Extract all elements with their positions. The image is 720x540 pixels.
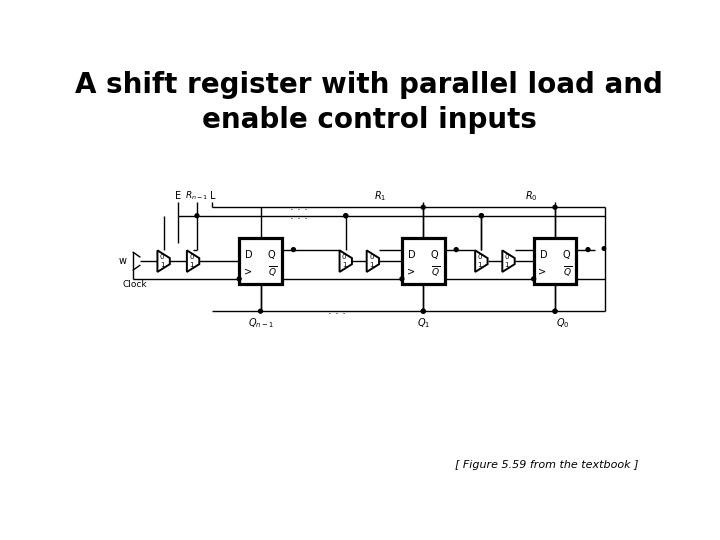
Circle shape: [238, 277, 241, 281]
Text: . . .: . . .: [290, 211, 308, 221]
Polygon shape: [187, 251, 199, 272]
Circle shape: [292, 248, 295, 252]
Circle shape: [480, 214, 483, 218]
Text: $Q_1$: $Q_1$: [417, 316, 430, 330]
Circle shape: [195, 214, 199, 218]
Text: L: L: [210, 191, 215, 201]
Text: D: D: [246, 250, 253, 260]
Text: Q: Q: [431, 250, 438, 260]
Circle shape: [258, 309, 262, 313]
Text: $R_0$: $R_0$: [526, 189, 538, 202]
Circle shape: [344, 214, 348, 218]
Text: A shift register with parallel load and
enable control inputs: A shift register with parallel load and …: [75, 71, 663, 133]
Text: E: E: [174, 191, 181, 201]
Circle shape: [454, 248, 458, 252]
Text: Q: Q: [562, 250, 570, 260]
Circle shape: [553, 205, 557, 209]
Text: 0: 0: [342, 254, 346, 260]
Polygon shape: [475, 251, 487, 272]
Text: 0: 0: [369, 254, 374, 260]
Text: Clock: Clock: [122, 280, 147, 289]
Circle shape: [344, 214, 348, 218]
Circle shape: [553, 309, 557, 313]
Text: . . .: . . .: [290, 202, 308, 212]
Circle shape: [480, 214, 483, 218]
Polygon shape: [503, 251, 515, 272]
Text: 1: 1: [477, 262, 482, 268]
Polygon shape: [340, 251, 352, 272]
Text: 1: 1: [369, 262, 374, 268]
Text: •: •: [598, 241, 608, 259]
Circle shape: [421, 205, 426, 209]
Text: 0: 0: [160, 254, 164, 260]
Text: 0: 0: [505, 254, 509, 260]
Bar: [402, 238, 444, 284]
Circle shape: [553, 309, 557, 313]
Text: 0: 0: [477, 254, 482, 260]
Circle shape: [586, 248, 590, 252]
Text: >: >: [539, 266, 546, 276]
Text: $\overline{Q}$: $\overline{Q}$: [268, 264, 277, 279]
Text: Q: Q: [268, 250, 276, 260]
Circle shape: [421, 309, 426, 313]
Text: 0: 0: [189, 254, 194, 260]
Bar: [239, 238, 282, 284]
Bar: [534, 238, 576, 284]
Polygon shape: [158, 251, 170, 272]
Text: >: >: [407, 266, 415, 276]
Text: D: D: [540, 250, 547, 260]
Text: $Q_0$: $Q_0$: [556, 316, 570, 330]
Text: w: w: [118, 256, 127, 266]
Circle shape: [421, 309, 426, 313]
Circle shape: [532, 277, 536, 281]
Text: >: >: [244, 266, 252, 276]
Text: . . .: . . .: [328, 306, 346, 316]
Text: 1: 1: [160, 262, 164, 268]
Text: 1: 1: [189, 262, 194, 268]
Text: $R_1$: $R_1$: [374, 189, 387, 202]
Text: 1: 1: [505, 262, 509, 268]
Polygon shape: [366, 251, 379, 272]
Text: $\overline{Q}$: $\overline{Q}$: [562, 264, 572, 279]
Text: D: D: [408, 250, 415, 260]
Circle shape: [400, 277, 404, 281]
Text: $Q_{n-1}$: $Q_{n-1}$: [248, 316, 274, 330]
Text: $R_{n-1}$: $R_{n-1}$: [185, 190, 209, 202]
Text: 1: 1: [342, 262, 346, 268]
Text: $\overline{Q}$: $\overline{Q}$: [431, 264, 440, 279]
Text: [ Figure 5.59 from the textbook ]: [ Figure 5.59 from the textbook ]: [455, 460, 639, 470]
